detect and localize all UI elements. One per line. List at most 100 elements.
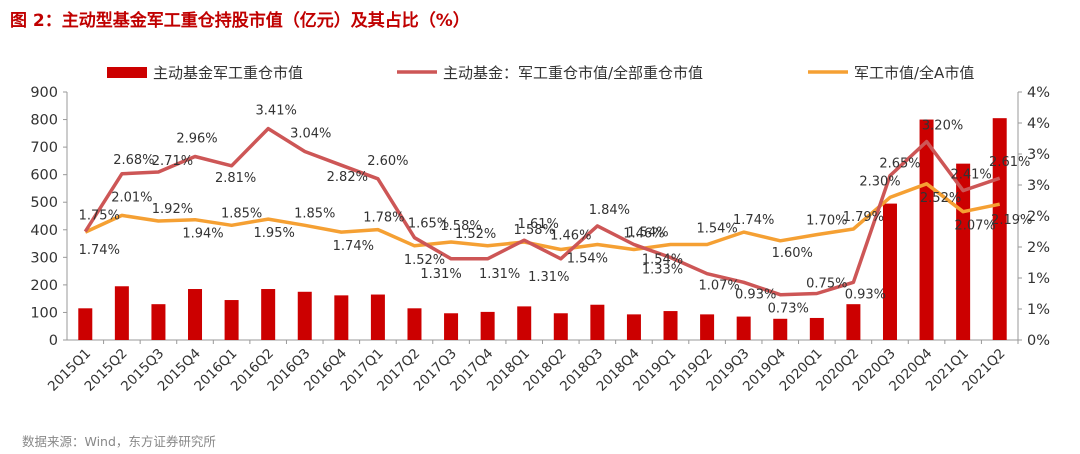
- y-right-tick-label: 0%: [1027, 333, 1050, 349]
- market-share-data-label: 1.52%: [404, 253, 445, 268]
- fund-share-data-label: 1.84%: [589, 203, 630, 218]
- y-left-tick-label: 200: [30, 278, 58, 294]
- bar: [78, 308, 93, 340]
- fund-share-data-label: 1.65%: [408, 217, 449, 232]
- bar: [992, 118, 1007, 340]
- market-share-data-label: 1.92%: [152, 202, 193, 217]
- legend-label-share-line: 主动基金：军工重仓市值/全部重仓市值: [443, 64, 703, 82]
- bar: [444, 313, 459, 340]
- fund-share-data-label: 2.82%: [327, 170, 368, 185]
- market-share-data-label: 1.60%: [772, 246, 813, 261]
- legend-swatch-bar: [107, 67, 147, 78]
- y-left-tick-label: 0: [49, 333, 58, 349]
- bar: [517, 306, 532, 340]
- market-share-line: [84, 182, 1001, 252]
- market-share-data-label: 1.85%: [294, 206, 335, 221]
- market-share-data-label: 1.46%: [550, 228, 591, 243]
- chart-title: 图 2：主动型基金军工重仓持股市值（亿元）及其占比（%）: [10, 11, 470, 31]
- market-share-data-label: 2.07%: [954, 219, 995, 234]
- market-share-data-label: 2.52%: [920, 191, 961, 206]
- market-share-data-label: 1.54%: [567, 252, 608, 267]
- fund-share-line: [83, 126, 1001, 297]
- bar-series: [78, 118, 1007, 340]
- fund-share-data-label: 3.20%: [922, 119, 963, 134]
- bar: [809, 317, 824, 340]
- market-share-data-label: 1.70%: [806, 214, 847, 229]
- bar: [553, 313, 568, 340]
- market-share-data-label: 1.79%: [843, 210, 884, 225]
- bar: [626, 314, 641, 340]
- fund-share-data-label: 2.61%: [989, 155, 1030, 170]
- legend-label-market-line: 军工市值/全A市值: [854, 64, 974, 82]
- market-share-data-label: 1.52%: [455, 227, 496, 242]
- fund-share-data-label: 2.41%: [950, 168, 991, 183]
- bar: [480, 311, 495, 340]
- y-right-tick-label: 1%: [1027, 271, 1050, 287]
- y-right-tick-label: 4%: [1027, 116, 1050, 132]
- y-right-tick-label: 2%: [1027, 209, 1050, 225]
- market-share-data-label: 2.30%: [859, 174, 900, 189]
- y-left-tick-label: 100: [30, 305, 58, 321]
- market-share-data-label: 2.01%: [111, 190, 152, 205]
- y-left-tick-label: 500: [30, 195, 58, 211]
- fund-share-data-label: 0.93%: [845, 287, 886, 302]
- market-share-data-label: 2.19%: [991, 213, 1032, 228]
- fund-share-data-label: 1.31%: [479, 267, 520, 282]
- bar: [407, 308, 422, 340]
- y-left-tick-label: 800: [30, 113, 58, 129]
- fund-share-data-label: 0.75%: [806, 277, 847, 292]
- fund-share-data-label: 3.04%: [290, 127, 331, 142]
- bar: [334, 295, 349, 340]
- y-right-tick-label: 3%: [1027, 147, 1050, 163]
- y-left-tick-label: 700: [30, 140, 58, 156]
- source-note: 数据来源：Wind，东方证券研究所: [22, 434, 216, 449]
- bar: [261, 289, 276, 340]
- fund-share-data-label: 2.96%: [176, 131, 217, 146]
- market-share-data-label: 1.74%: [333, 239, 374, 254]
- bar: [773, 318, 788, 340]
- market-share-data-label: 1.95%: [254, 226, 295, 241]
- data-labels: 1.75% 2.68%2.71% 2.96% 2.81% 3.41% 3.04% 2.82%…: [79, 104, 1033, 317]
- bar: [224, 300, 239, 340]
- market-share-data-label: 1.58%: [514, 223, 555, 238]
- fund-share-data-label: 1.07%: [698, 279, 739, 294]
- market-share-data-label: 1.54%: [696, 222, 737, 237]
- bar: [114, 286, 129, 340]
- fund-share-data-label: 2.60%: [367, 154, 408, 169]
- line-series: [83, 126, 1001, 297]
- market-share-data-label: 1.74%: [733, 213, 774, 228]
- market-share-data-label: 1.94%: [182, 227, 223, 242]
- bar: [370, 294, 385, 340]
- market-share-data-label: 1.78%: [363, 211, 404, 226]
- bar: [297, 291, 312, 340]
- market-share-data-label: 1.85%: [221, 206, 262, 221]
- fund-share-data-label: 2.81%: [215, 171, 256, 186]
- y-left-tick-label: 300: [30, 250, 58, 266]
- legend: 主动基金军工重仓市值 主动基金：军工重仓市值/全部重仓市值 军工市值/全A市值: [107, 64, 974, 82]
- y-left-tick-label: 400: [30, 223, 58, 239]
- fund-share-data-label: 1.31%: [420, 267, 461, 282]
- bar: [882, 203, 897, 340]
- y-left-tick-label: 600: [30, 168, 58, 184]
- market-share-data-label: 1.46%: [623, 226, 664, 241]
- bar: [919, 119, 934, 340]
- y-right-tick-label: 2%: [1027, 240, 1050, 256]
- fund-share-data-label: 1.31%: [528, 270, 569, 285]
- legend-label-bar: 主动基金军工重仓市值: [153, 64, 303, 82]
- fund-share-data-label: 1.75%: [79, 209, 120, 224]
- fund-share-data-label: 1.61%: [518, 217, 559, 232]
- market-share-data-label: 1.58%: [440, 219, 481, 234]
- bar: [736, 316, 751, 340]
- y-right-tick-label: 1%: [1027, 302, 1050, 318]
- bar: [700, 314, 715, 340]
- y-left-tick-label: 900: [30, 85, 58, 101]
- fund-share-data-label: 0.73%: [768, 302, 809, 317]
- fund-share-data-label: 1.54%: [627, 226, 668, 241]
- market-share-data-label: 1.74%: [79, 243, 120, 258]
- y-right-tick-label: 4%: [1027, 85, 1050, 101]
- fund-share-data-label: 2.65%: [879, 157, 920, 172]
- fund-share-data-label: 1.33%: [642, 263, 683, 278]
- fund-share-data-label: 2.68%: [113, 153, 154, 168]
- fund-share-data-label: 2.71%: [152, 154, 193, 169]
